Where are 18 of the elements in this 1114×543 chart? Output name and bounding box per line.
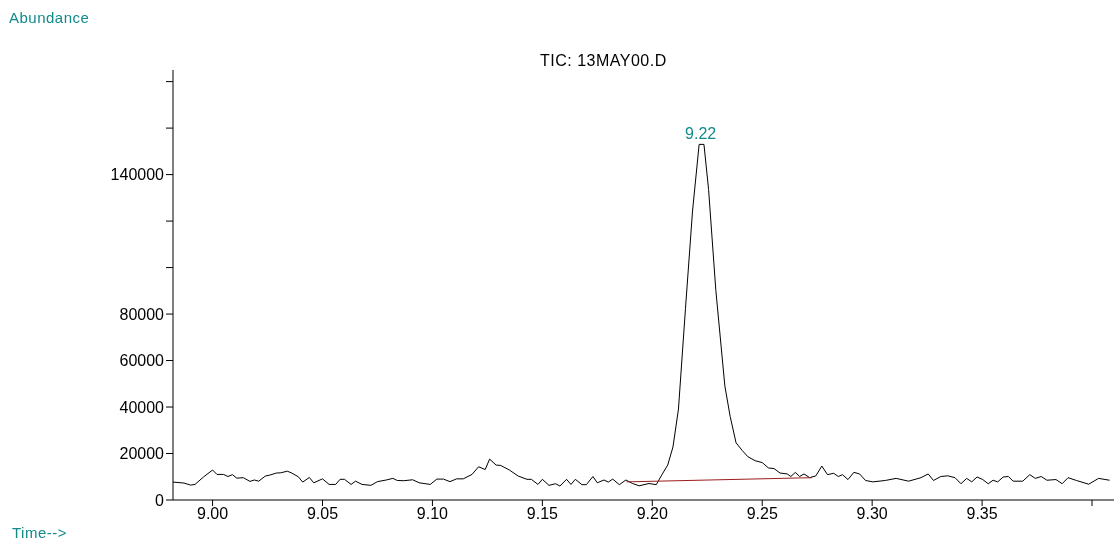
x-tick-label: 9.30 [856, 505, 888, 523]
x-tick-label: 9.05 [306, 505, 339, 523]
annotation: 9.22 [685, 125, 717, 143]
y-tick-label: 140000 [110, 166, 165, 184]
y-tick-label: 0 [155, 491, 165, 509]
x-axis-title: Time--> [12, 524, 68, 541]
x-tick-label: 9.25 [746, 505, 778, 523]
x-tick-label: 9.35 [966, 505, 998, 523]
x-tick-label: 9.20 [636, 505, 668, 523]
x-tick-label: 9.00 [197, 505, 229, 523]
x-tick-label: 9.10 [416, 505, 449, 523]
y-tick-label: 60000 [119, 352, 165, 370]
y-tick-label: 80000 [119, 305, 165, 323]
y-tick-label: 40000 [119, 398, 165, 416]
y-tick-label: 20000 [119, 445, 165, 463]
y-axis-title: Abundance [9, 9, 90, 26]
chart-title: TIC: 13MAY00.D [540, 52, 667, 70]
x-tick-label: 9.15 [526, 505, 559, 523]
